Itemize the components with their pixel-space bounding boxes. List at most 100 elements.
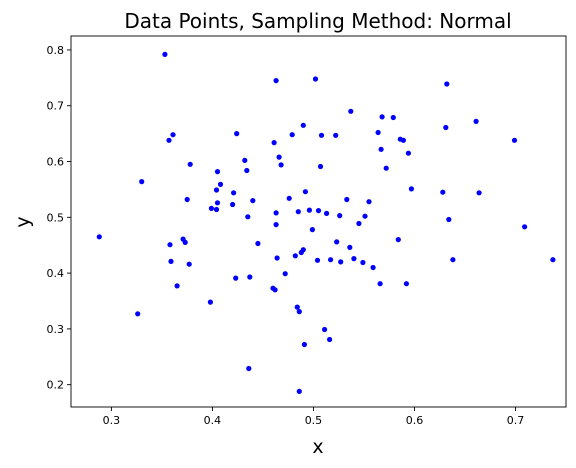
data-point [476,190,482,196]
data-point [182,239,188,245]
data-point [245,214,251,220]
data-point [327,336,333,343]
x-tick-label: 0.3 [103,414,121,427]
data-point [370,264,376,271]
data-point [405,150,411,156]
data-point [278,162,284,168]
data-point [400,137,406,143]
data-point [233,275,239,281]
data-point [351,256,357,262]
data-point [366,199,372,205]
data-point [162,51,168,58]
data-point [314,257,321,263]
data-point [231,190,237,196]
x-tick-label: 0.6 [406,414,424,427]
data-point [301,341,307,348]
data-point [168,258,174,264]
data-point [255,240,261,247]
data-point [274,255,280,261]
data-point [347,244,353,250]
data-point [443,124,449,131]
data-point [296,309,302,315]
data-point [403,281,409,287]
data-point [213,206,220,213]
data-point [324,210,330,216]
chart-title: Data Points, Sampling Method: Normal [124,9,511,33]
y-tick-label: 0.5 [47,211,65,224]
x-tick-label: 0.4 [204,414,222,427]
data-point [318,132,325,138]
y-tick-label: 0.2 [47,379,65,392]
data-point [362,213,368,219]
data-point [312,76,319,82]
points-layer [96,51,556,394]
data-point [511,137,518,143]
data-point [174,283,180,289]
data-point [170,132,176,138]
data-point [214,169,221,175]
data-point [184,196,190,203]
data-point [208,205,214,211]
data-point [234,131,240,137]
data-point [360,259,366,266]
data-point [289,132,295,138]
data-point [379,114,385,120]
x-axis-label: x [312,436,323,458]
data-point [166,137,172,143]
data-point [302,189,308,195]
data-point [333,132,339,138]
data-point [213,187,220,193]
data-point [300,122,306,128]
data-point [247,274,253,280]
data-point [309,227,315,233]
y-tick-label: 0.6 [47,156,65,169]
data-point [375,129,381,136]
data-point [315,208,322,214]
data-point [356,220,362,227]
data-point [250,198,256,204]
data-point [295,209,301,215]
data-point [550,257,556,263]
data-point [446,216,452,223]
x-axis-ticks: 0.3 0.4 0.5 0.6 0.7 [103,407,524,427]
data-point [276,154,282,160]
data-point [296,388,302,394]
data-point [244,167,250,174]
data-point [377,281,383,287]
data-point [390,114,396,121]
x-tick-label: 0.5 [305,414,323,427]
data-point [139,179,145,185]
data-point [246,365,252,372]
data-point [214,200,221,206]
data-point [317,163,324,170]
data-point [348,108,354,114]
data-point [286,195,292,201]
y-tick-label: 0.4 [47,267,65,280]
data-point [273,222,279,228]
data-point [408,186,414,192]
data-point [444,81,450,87]
data-point [450,257,456,263]
plot-area-frame [70,35,567,408]
data-point [167,242,173,248]
data-point [273,210,279,216]
data-point [522,224,528,230]
data-point [230,201,236,208]
y-tick-label: 0.8 [47,44,65,57]
data-point [135,311,141,317]
data-point [328,257,334,263]
data-point [294,304,300,310]
data-point [378,146,384,152]
data-point [242,157,248,163]
data-point [282,271,288,277]
data-point [383,165,389,171]
y-tick-label: 0.7 [47,100,65,113]
data-point [338,259,344,265]
data-point [395,237,401,243]
data-point [322,326,328,333]
y-axis-label: y [12,216,34,227]
data-point [300,247,306,253]
data-point [187,161,193,167]
data-point [337,213,343,219]
data-point [217,181,224,187]
